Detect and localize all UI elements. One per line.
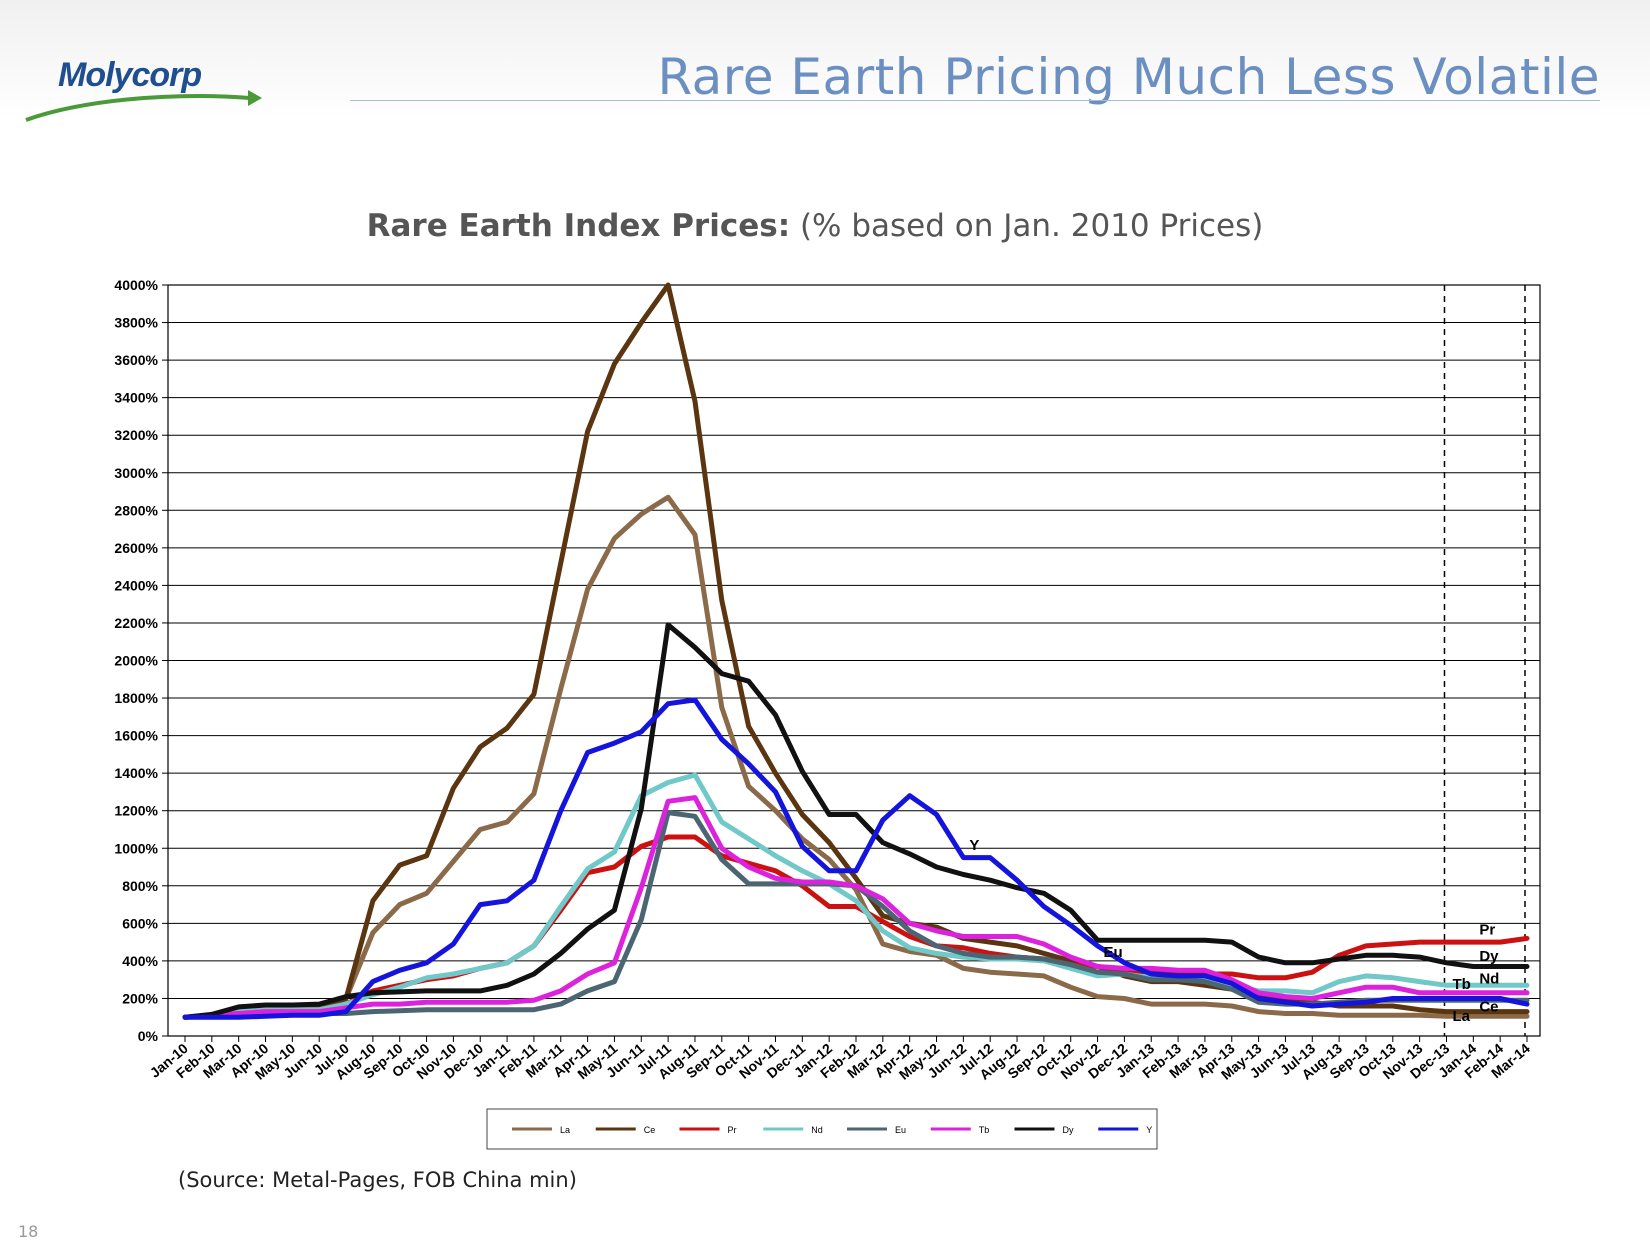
series-line-dy — [182, 622, 1530, 1020]
y-tick-label: 1600% — [114, 728, 158, 744]
series-line-ce — [182, 282, 1530, 1020]
series-line-tb — [182, 795, 1530, 1020]
annotation-tb: Tb — [1452, 976, 1470, 993]
y-tick-label: 3200% — [114, 427, 158, 443]
y-tick-label: 1000% — [114, 840, 158, 856]
annotation-eu: Eu — [1104, 944, 1123, 961]
series-line-y — [182, 697, 1530, 1020]
legend-label-y: Y — [1146, 1125, 1152, 1135]
y-tick-label: 0% — [138, 1028, 159, 1044]
source-note: (Source: Metal-Pages, FOB China min) — [178, 1168, 577, 1192]
y-tick-label: 800% — [122, 878, 158, 894]
slide-title: Rare Earth Pricing Much Less Volatile — [657, 48, 1600, 106]
y-tick-label: 3800% — [114, 315, 158, 331]
annotation-y: Y — [969, 837, 979, 854]
y-tick-label: 1400% — [114, 765, 158, 781]
annotation-la: La — [1452, 1008, 1470, 1025]
y-tick-label: 1800% — [114, 690, 158, 706]
y-tick-label: 2800% — [114, 502, 158, 518]
legend-label-la: La — [560, 1125, 570, 1135]
annotation-ce: Ce — [1479, 999, 1498, 1016]
legend-label-tb: Tb — [979, 1125, 990, 1135]
legend-label-nd: Nd — [811, 1125, 823, 1135]
y-tick-label: 2200% — [114, 615, 158, 631]
y-tick-label: 2000% — [114, 653, 158, 669]
legend-label-dy: Dy — [1063, 1125, 1074, 1135]
annotation-nd: Nd — [1479, 970, 1499, 987]
page-number: 18 — [18, 1222, 39, 1241]
logo-text: Molycorp — [58, 56, 202, 94]
y-tick-label: 600% — [122, 915, 158, 931]
annotation-dy: Dy — [1479, 948, 1499, 965]
legend-label-ce: Ce — [644, 1125, 656, 1135]
chart-title: Rare Earth Index Prices: (% based on Jan… — [0, 208, 1630, 244]
legend-label-pr: Pr — [728, 1125, 737, 1135]
y-tick-label: 200% — [122, 990, 158, 1006]
y-tick-label: 2600% — [114, 540, 158, 556]
company-logo: Molycorp — [22, 52, 262, 122]
y-tick-label: 1200% — [114, 803, 158, 819]
y-tick-label: 2400% — [114, 577, 158, 593]
series-line-nd — [182, 772, 1530, 1020]
chart-title-bold: Rare Earth Index Prices: — [366, 208, 791, 244]
y-tick-label: 3000% — [114, 465, 158, 481]
y-tick-label: 4000% — [114, 277, 158, 293]
annotation-pr: Pr — [1479, 922, 1495, 939]
title-underline — [350, 100, 1600, 101]
y-tick-label: 400% — [122, 953, 158, 969]
y-tick-label: 3400% — [114, 390, 158, 406]
chart-title-rest: (% based on Jan. 2010 Prices) — [790, 208, 1264, 244]
logo-swoosh-icon — [25, 90, 262, 122]
y-tick-label: 3600% — [114, 352, 158, 368]
legend-label-eu: Eu — [895, 1125, 906, 1135]
series-line-la — [182, 494, 1530, 1020]
